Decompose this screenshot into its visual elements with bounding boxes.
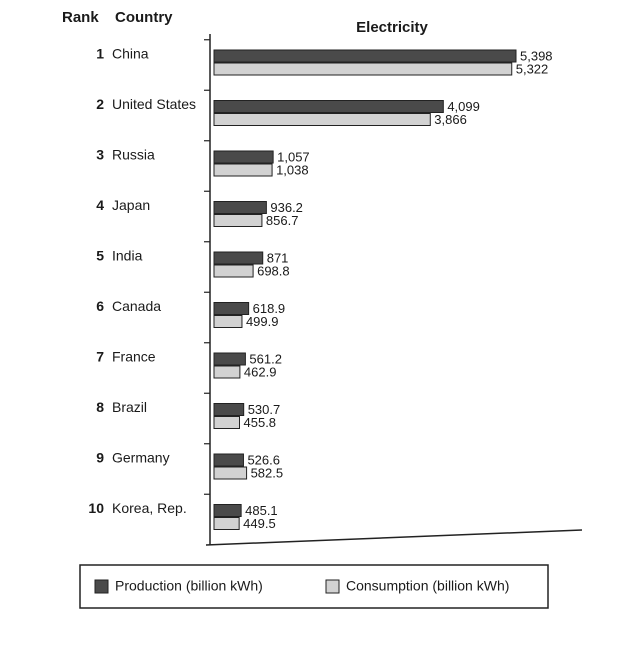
- rank-label: 1: [96, 46, 104, 62]
- bar: [213, 517, 240, 530]
- rank-label: 9: [96, 450, 104, 466]
- value-label: 499.9: [246, 314, 279, 329]
- value-label: 455.8: [244, 415, 277, 430]
- rank-label: 5: [96, 248, 104, 264]
- bar: [213, 302, 250, 315]
- rank-header: Rank: [62, 9, 99, 26]
- legend-swatch: [94, 579, 109, 594]
- bar: [213, 62, 513, 76]
- bar: [213, 365, 241, 379]
- bar: [213, 163, 273, 177]
- bar: [213, 113, 431, 126]
- value-label: 1,057: [277, 149, 310, 164]
- rank-label: 8: [96, 399, 104, 415]
- bar: [213, 150, 274, 164]
- category-label: United States: [112, 96, 196, 112]
- value-label: 462.9: [244, 364, 277, 379]
- value-label: 5,398: [520, 48, 553, 63]
- bar: [213, 504, 242, 517]
- value-label: 936.2: [270, 200, 303, 215]
- legend-box: [79, 564, 549, 609]
- value-label: 561.2: [249, 351, 282, 366]
- bar: [213, 416, 241, 429]
- category-label: Russia: [112, 147, 155, 163]
- value-label: 449.5: [243, 516, 276, 531]
- category-label: Korea, Rep.: [112, 500, 187, 516]
- value-label: 856.7: [266, 213, 299, 228]
- bar: [213, 466, 248, 480]
- value-label: 3,866: [434, 112, 467, 127]
- value-label: 698.8: [257, 263, 290, 278]
- bar: [213, 315, 243, 328]
- category-label: Brazil: [112, 399, 147, 415]
- x-axis: [205, 529, 583, 546]
- rank-label: 2: [96, 96, 104, 112]
- bar: [213, 251, 264, 265]
- category-label: China: [112, 46, 149, 62]
- rank-label: 7: [96, 349, 104, 365]
- value-label: 1,038: [276, 162, 309, 177]
- value-label: 5,322: [516, 61, 549, 76]
- value-label: 485.1: [245, 503, 278, 518]
- bar: [213, 403, 245, 416]
- bar: [213, 264, 254, 278]
- value-label: 526.6: [247, 452, 280, 467]
- value-label: 871: [267, 250, 289, 265]
- legend-label: Production (billion kWh): [115, 578, 263, 594]
- bar: [213, 352, 246, 366]
- value-label: 582.5: [251, 465, 284, 480]
- legend-label: Consumption (billion kWh): [346, 578, 509, 594]
- category-label: Japan: [112, 197, 150, 213]
- rank-label: 3: [96, 147, 104, 163]
- legend-swatch: [325, 579, 340, 594]
- rank-label: 10: [88, 500, 104, 516]
- bar: [213, 49, 517, 63]
- rank-label: 6: [96, 298, 104, 314]
- country-header: Country: [115, 9, 173, 26]
- bar: [213, 214, 263, 227]
- category-label: Germany: [112, 450, 170, 466]
- rank-label: 4: [96, 197, 104, 213]
- chart-title: Electricity: [356, 19, 428, 36]
- bar: [213, 453, 244, 467]
- value-label: 4,099: [447, 99, 480, 114]
- category-label: France: [112, 349, 156, 365]
- value-label: 618.9: [253, 301, 286, 316]
- category-label: India: [112, 248, 143, 264]
- category-label: Canada: [112, 298, 161, 314]
- bar: [213, 201, 267, 214]
- value-label: 530.7: [248, 402, 281, 417]
- bar: [213, 100, 444, 113]
